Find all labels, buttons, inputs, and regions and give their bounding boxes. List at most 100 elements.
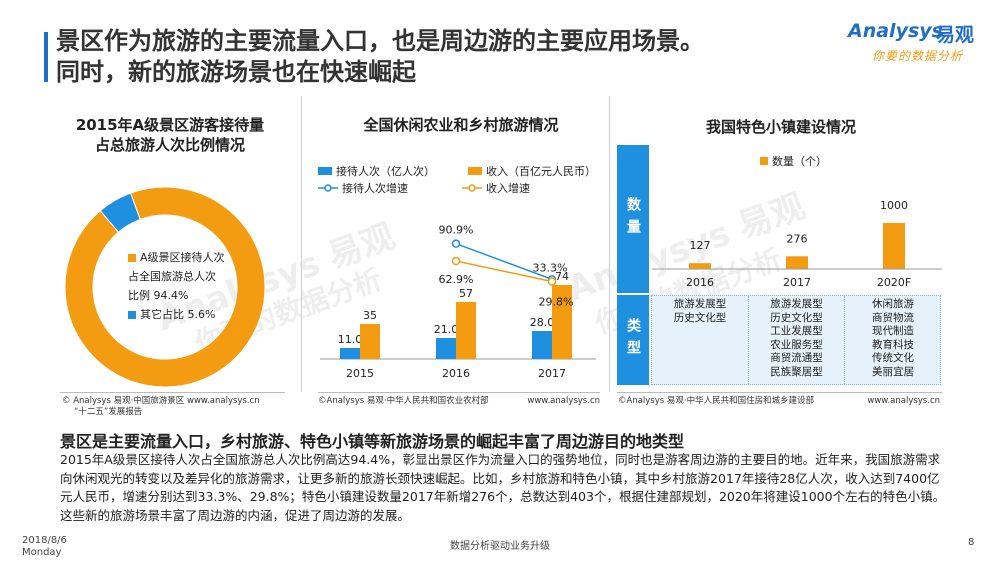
growth-data-label: 90.9% [439,224,474,237]
rural-chart-title: 全国休闲农业和乡村旅游情况 [363,116,559,134]
town-chart-title: 我国特色小镇建设情况 [705,118,856,136]
donut-legend-swatch-other [128,310,136,319]
growth-data-label: 62.9% [439,273,474,286]
town-bar [689,263,711,269]
town-bar-data-label: 276 [787,232,808,245]
donut-label-other: 其它占比 5.6% [140,308,216,321]
panel-divider-left [301,96,302,392]
town-type-item: 旅游发展型 [770,298,823,310]
town-type-item: 传统文化 [872,352,914,364]
legend-visitors-growth: 接待人次增速 [318,180,408,196]
legend-label-revenue-growth: 收入增速 [486,182,530,195]
town-type-item: 民族聚居型 [770,365,823,378]
bar-revenue [456,302,476,359]
page-title-line1: 景区作为旅游的主要流量入口，也是周边游的主要应用场景。 [56,27,704,55]
bar-data-label: 74 [555,270,569,283]
legend-revenue: 收入（百亿元人民币） [468,163,596,179]
donut-chart-title: 2015年A级景区游客接待量 占总旅游人次比例情况 [40,115,300,155]
mid-source-text: ©Analysys 易观·中华人民共和国农业农村部 [318,396,489,406]
logo-slogan: 你要的数据分析 [872,49,964,63]
town-type-item: 休闲旅游 [872,298,914,310]
town-x-tick-label: 2020F [877,276,911,289]
mid-source-rule [318,392,600,393]
town-bar-data-label: 127 [690,239,711,252]
town-row-header-count: 数量 [617,145,649,293]
left-source-note: © Analysys 易观·中国旅游景区 www.analysys.cn “十二… [62,396,292,418]
town-type-item: 商贸物流 [872,311,914,324]
right-source-text: ©Analysys 易观·中华人民共和国住房和城乡建设部 [618,396,815,406]
bar-visitors [436,338,456,359]
town-row-header-type: 类型 [617,295,649,385]
right-source-url: www.analysys.cn [867,396,940,406]
bar-data-label: 11.0 [338,333,363,346]
growth-point [451,239,461,248]
town-type-table: 旅游发展型 历史文化型 旅游发展型 历史文化型 工业发展型 农业服务型 商贸流通… [651,295,941,385]
mid-source-note: ©Analysys 易观·中华人民共和国农业农村部 www.analysys.c… [318,396,600,407]
x-tick-label: 2017 [538,367,566,380]
bar-visitors [532,331,552,359]
town-x-tick-label: 2016 [686,276,714,289]
bar-data-label: 57 [459,287,473,300]
donut-slice [64,186,266,388]
legend-visitors: 接待人次（亿人次） [318,163,435,179]
legend-revenue-growth: 收入增速 [462,180,530,196]
town-type-item: 历史文化型 [770,311,823,324]
town-bar [786,256,808,269]
bar-visitors [340,348,360,359]
growth-line [455,260,553,283]
legend-label-visitors: 接待人次（亿人次） [336,165,435,178]
donut-label-line3: 比例 94.4% [128,289,189,302]
legend-town-count: 数量（个） [760,153,827,169]
donut-label-main: A级景区接待人次 占全国旅游总人次 比例 94.4% 其它占比 5.6% [128,248,225,324]
town-bar-chart: 127 276 1000 2016 2017 2020F [652,199,942,289]
rural-bar-line-chart: 11.0 21.0 28.0 35 57 74 2015 2016 2017 90.9% 33.3%… [320,224,596,380]
donut-slice [99,192,141,233]
town-type-col-2016: 旅游发展型 历史文化型 [652,296,749,384]
donut-label-line1: A级景区接待人次 [140,251,225,264]
left-source-line2: “十二五”发展报告 [74,407,143,417]
bar-revenue [552,285,572,359]
growth-point [547,277,557,286]
donut-label-line2: 占全国旅游总人次 [128,270,216,283]
x-tick-label: 2015 [346,367,374,380]
town-type-item: 工业发展型 [770,325,823,337]
footer-date: 2018/8/6 Monday [22,535,67,559]
legend-line-icon-revenue [462,184,482,192]
title-accent-bar [44,32,48,82]
growth-data-label: 33.3% [533,261,568,274]
town-type-item: 教育科技 [872,338,914,351]
brand-logo: Analysys 易观 你要的数据分析 [848,20,978,64]
bar-data-label: 21.0 [434,323,459,336]
donut-legend-swatch-main [128,253,136,262]
bar-data-label: 28.0 [530,316,555,329]
footer-weekday: Monday [22,547,62,558]
growth-line [455,242,553,281]
legend-label-revenue: 收入（百亿元人民币） [486,165,596,178]
mid-source-url: www.analysys.cn [527,396,600,406]
town-bar-data-label: 1000 [880,199,908,212]
footer-slogan: 数据分析驱动业务升级 [450,541,550,552]
legend-swatch-revenue [468,167,482,175]
left-source-line1: © Analysys 易观·中国旅游景区 www.analysys.cn [62,396,260,406]
town-x-tick-label: 2017 [783,276,811,289]
bar-data-label: 35 [363,309,377,322]
town-bar [883,223,905,269]
town-type-col-2017: 旅游发展型 历史文化型 工业发展型 农业服务型 商贸流通型 民族聚居型 [749,296,845,384]
legend-swatch-visitors [318,167,332,175]
panel-divider-right [609,96,610,392]
logo-english: Analysys [848,20,943,42]
donut-title-line2: 占总旅游人次比例情况 [94,136,245,154]
town-type-item: 商贸流通型 [770,352,823,364]
donut-chart [64,186,266,388]
body-paragraph: 2015年A级景区接待人次占全国旅游总人次比例高达94.4%，彰显出景区作为流量… [60,452,946,523]
town-type-item: 现代制造 [872,325,914,337]
bar-revenue [360,324,380,359]
growth-point [451,256,461,266]
section-title: 景区是主要流量入口，乡村旅游、特色小镇等新旅游场景的崛起丰富了周边游目的地类型 [60,432,685,451]
logo-chinese: 易观 [936,24,975,46]
right-source-rule [617,392,942,393]
town-type-item: 历史文化型 [673,311,727,324]
page-title-line2: 同时，新的旅游场景也在快速崛起 [56,58,416,86]
town-type-item: 美丽宜居 [872,365,914,378]
donut-title-line1: 2015年A级景区游客接待量 [75,116,265,134]
